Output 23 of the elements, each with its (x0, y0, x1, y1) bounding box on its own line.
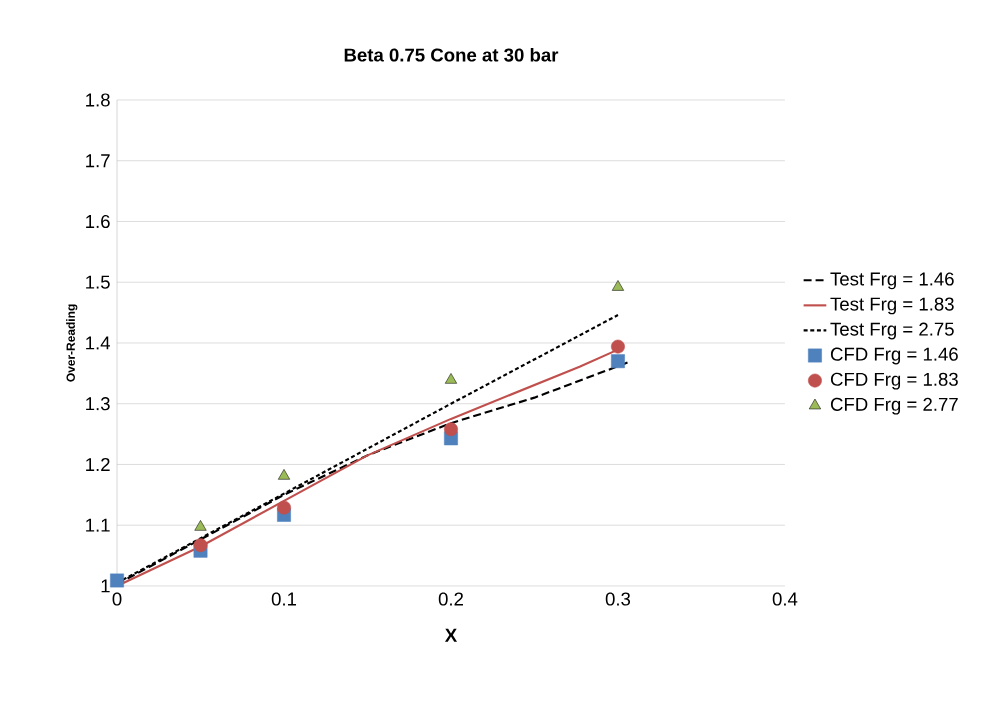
y-tick-label: 1.7 (86, 154, 110, 168)
y-tick-label: 1 (101, 579, 110, 593)
legend-label: CFD Frg = 2.77 (830, 397, 958, 415)
legend-label: Test Frg = 1.46 (830, 272, 954, 290)
x-tick-label: 0.4 (772, 592, 798, 606)
x-axis-title: X (444, 628, 458, 642)
legend-label: Test Frg = 2.75 (830, 322, 954, 340)
y-tick-label: 1.2 (86, 457, 110, 471)
y-tick-label: 1.4 (86, 336, 110, 350)
y-tick-label: 1.6 (86, 214, 110, 229)
legend-label: CFD Frg = 1.46 (830, 347, 958, 365)
x-tick-label: 0.2 (438, 592, 463, 606)
x-tick-label: 0.1 (271, 592, 297, 606)
y-tick-label: 1.3 (86, 397, 110, 411)
x-tick-label: 0.3 (605, 592, 631, 606)
y-axis-title: Over-Reading (66, 304, 78, 382)
legend-label: Test Frg = 1.83 (830, 297, 954, 315)
y-tick-label: 1.8 (86, 93, 110, 107)
x-tick-label: 0 (112, 592, 122, 606)
legend-label: CFD Frg = 1.83 (830, 372, 958, 390)
chart-title: Beta 0.75 Cone at 30 bar (344, 47, 559, 62)
y-tick-label: 1.1 (86, 518, 110, 532)
y-tick-label: 1.5 (86, 275, 110, 289)
